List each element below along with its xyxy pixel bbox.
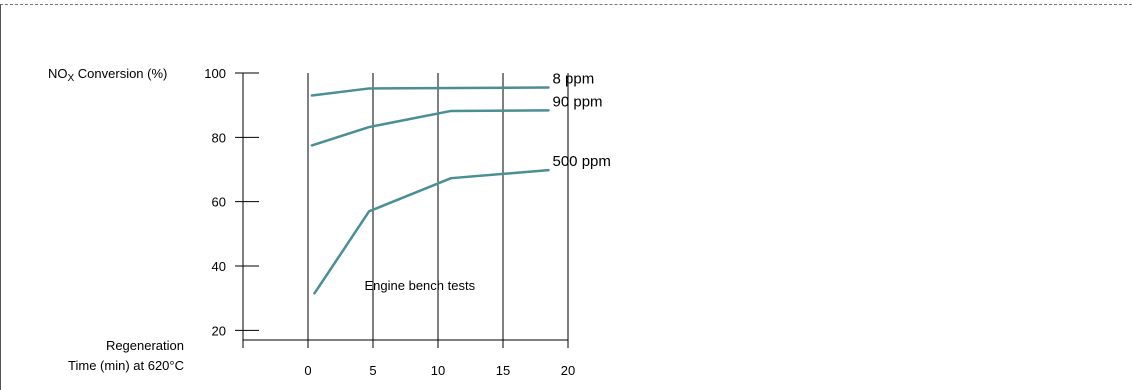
x-axis-label-line1: Regeneration: [105, 338, 184, 353]
x-tick-label: 0: [304, 363, 311, 378]
y-tick-label: 80: [212, 130, 226, 145]
series-labels: 8 ppm 90 ppm 500 ppm: [553, 70, 611, 170]
series-line: [310, 109, 550, 147]
tick-labels: 20 40 60 80 100 0 5 10 15 20: [204, 66, 575, 378]
series-label: 90 ppm: [553, 93, 603, 110]
x-tick-label: 15: [496, 363, 510, 378]
x-axis-label-line2: Time (min) at 620°C: [68, 358, 184, 373]
y-tick-label: 40: [212, 259, 226, 274]
x-tick-label: 5: [369, 363, 376, 378]
series-line: [313, 168, 550, 295]
x-tick-label: 10: [431, 363, 445, 378]
y-axis-label: NOX Conversion (%): [48, 66, 168, 84]
series-line: [310, 86, 550, 97]
chart-annotation: Engine bench tests: [365, 278, 476, 293]
y-tick-label: 20: [212, 323, 226, 338]
axes: [235, 72, 568, 348]
series-lines: [310, 86, 550, 295]
series-label: 8 ppm: [553, 70, 595, 87]
grid-lines: [307, 73, 569, 348]
x-tick-label: 20: [561, 363, 575, 378]
y-tick-label: 100: [204, 66, 226, 81]
series-label: 500 ppm: [553, 153, 611, 170]
y-tick-label: 60: [212, 195, 226, 210]
figure-frame: [0, 4, 1132, 390]
